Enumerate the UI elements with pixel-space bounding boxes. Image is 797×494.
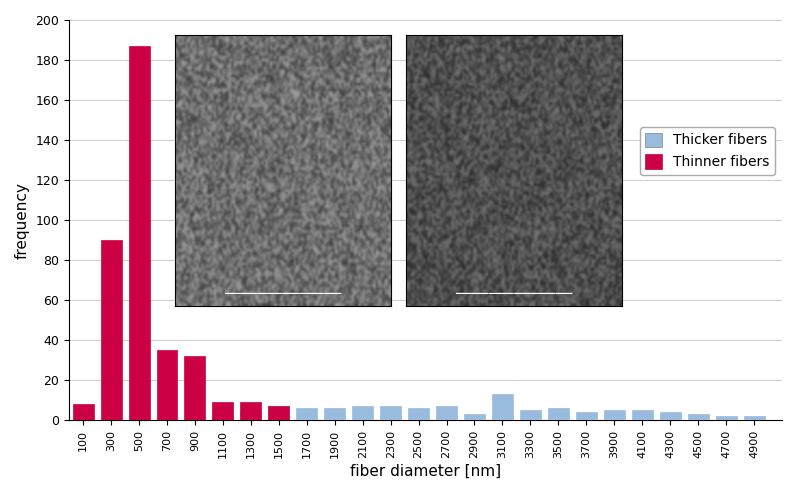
X-axis label: fiber diameter [nm]: fiber diameter [nm]	[350, 464, 501, 479]
Bar	[156, 350, 178, 420]
Bar	[269, 407, 289, 420]
Bar	[492, 394, 513, 420]
Bar	[660, 412, 681, 420]
Bar	[73, 405, 93, 420]
Bar	[128, 46, 150, 420]
Bar	[100, 240, 122, 420]
Bar	[408, 409, 429, 420]
Bar	[436, 407, 457, 420]
Bar	[632, 411, 653, 420]
Bar	[716, 416, 736, 420]
Bar	[744, 416, 764, 420]
Bar	[380, 407, 401, 420]
Bar	[269, 407, 289, 420]
Bar	[520, 411, 541, 420]
Bar	[184, 356, 206, 420]
Bar	[352, 407, 373, 420]
Bar	[213, 403, 234, 420]
Bar	[241, 412, 261, 420]
Bar	[576, 412, 597, 420]
Bar	[241, 403, 261, 420]
Text: ──────────────: ──────────────	[455, 287, 573, 301]
Bar	[213, 414, 234, 420]
Y-axis label: frequency: frequency	[15, 182, 30, 259]
Bar	[296, 409, 317, 420]
Text: ──────────────: ──────────────	[224, 287, 342, 301]
Bar	[688, 414, 709, 420]
Bar	[604, 411, 625, 420]
Bar	[548, 409, 569, 420]
Bar	[324, 409, 345, 420]
Bar	[464, 414, 485, 420]
Legend: Thicker fibers, Thinner fibers: Thicker fibers, Thinner fibers	[640, 127, 775, 175]
